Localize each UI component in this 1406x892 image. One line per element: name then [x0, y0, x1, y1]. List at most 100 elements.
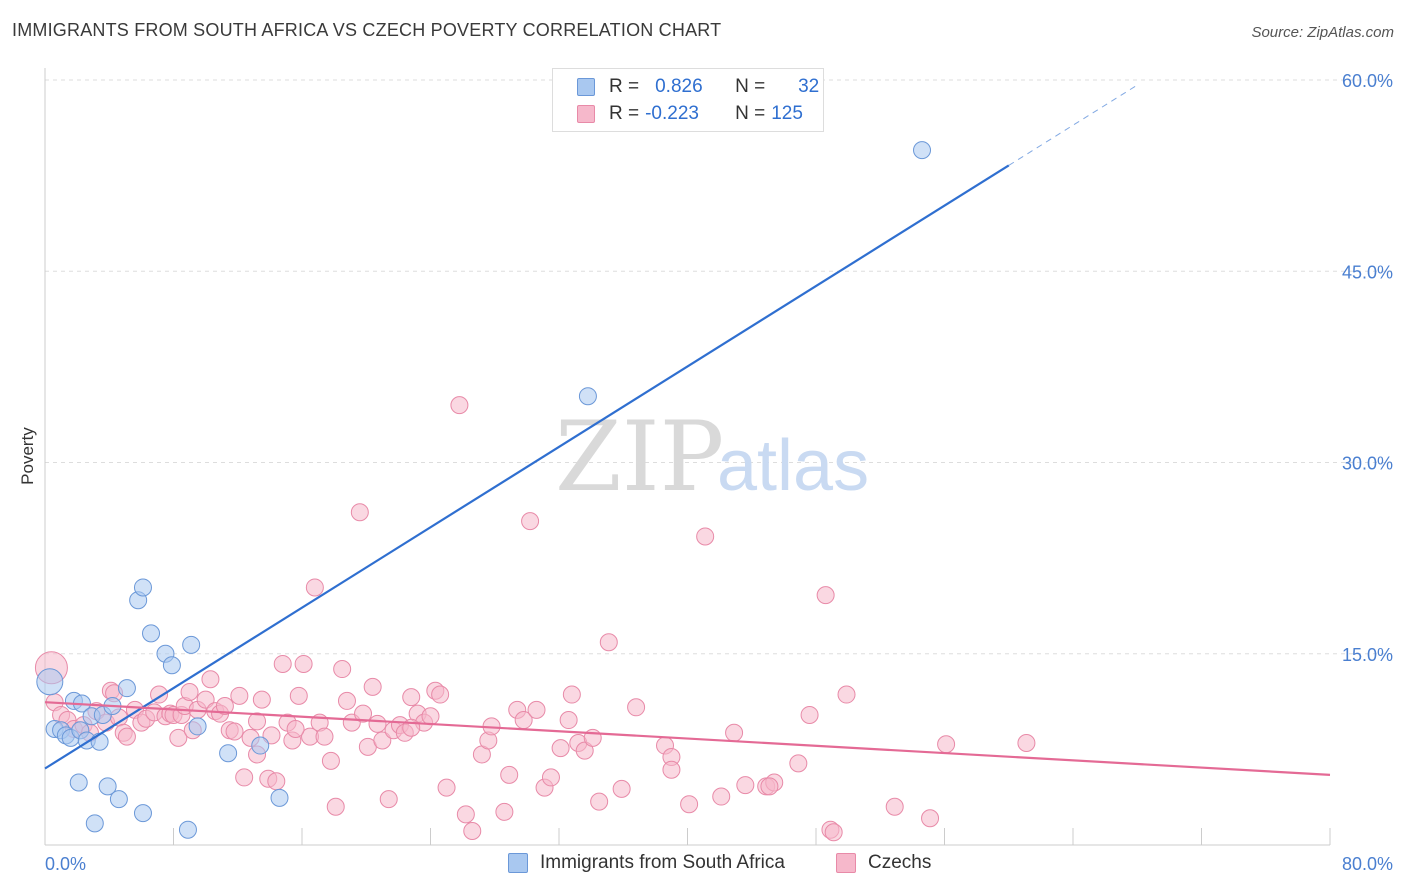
source-label: Source: ZipAtlas.com: [1251, 24, 1394, 41]
south-africa-point: [578, 387, 597, 406]
south-africa-point: [133, 578, 152, 597]
south-africa-point: [913, 141, 932, 160]
czechs-point: [725, 723, 744, 742]
czechs-point: [450, 396, 469, 415]
south-africa-point: [142, 624, 161, 643]
czechs-point: [215, 697, 234, 716]
czechs-point: [463, 821, 482, 840]
south-africa-trend-line: [44, 164, 1010, 770]
y-tick-label: 60.0%: [1342, 71, 1393, 91]
czechs-point: [421, 707, 440, 726]
czechs-point: [590, 792, 609, 811]
czechs-point: [169, 728, 188, 747]
south-africa-trend-extension: [1008, 84, 1138, 166]
series-swatch-blue: [508, 853, 528, 873]
czechs-points: [34, 396, 1036, 842]
legend-r-value: -0.223: [645, 103, 699, 124]
czechs-point: [662, 760, 681, 779]
south-africa-points: [36, 141, 932, 839]
czechs-point: [267, 772, 286, 791]
czechs-point: [789, 754, 808, 773]
legend-row-czechs: R = -0.223 N = 125: [577, 101, 811, 127]
south-africa-point: [98, 777, 117, 796]
watermark-zip: ZIP: [555, 401, 724, 513]
czechs-point: [612, 779, 631, 798]
y-tick-label: 45.0%: [1342, 262, 1393, 282]
czechs-point: [373, 731, 392, 750]
tick-labels: 15.0% 30.0% 45.0% 60.0% 0.0% 80.0%: [45, 71, 1393, 874]
south-africa-point: [36, 668, 64, 696]
czechs-point: [235, 768, 254, 787]
legend-n-label: N =: [735, 103, 766, 124]
czechs-point: [354, 704, 373, 723]
watermark: ZIP atlas: [555, 401, 869, 513]
series-legend-south-africa[interactable]: Immigrants from South Africa: [508, 852, 785, 874]
south-africa-point: [133, 804, 152, 823]
czechs-point: [262, 726, 281, 745]
czechs-point: [289, 686, 308, 705]
czechs-point: [286, 719, 305, 738]
legend-n-value: 32: [798, 76, 820, 97]
czechs-point: [696, 527, 715, 546]
legend-n-label: N =: [735, 76, 766, 97]
series-label-czechs: Czechs: [868, 852, 932, 873]
czechs-point: [551, 739, 570, 758]
czechs-point: [541, 768, 560, 787]
czechs-point: [712, 787, 731, 806]
czechs-point: [196, 690, 215, 709]
series-swatch-pink: [836, 853, 856, 873]
legend-row-south-africa: R = 0.826 N = 32: [577, 74, 819, 100]
czechs-point: [402, 688, 421, 707]
legend-r-value: 0.826: [655, 76, 703, 97]
czechs-point: [837, 685, 856, 704]
czechs-point: [252, 690, 271, 709]
czechs-point: [680, 795, 699, 814]
legend-n-value: 125: [771, 103, 803, 124]
chart-title: IMMIGRANTS FROM SOUTH AFRICA VS CZECH PO…: [12, 20, 722, 40]
legend-r-label: R =: [609, 103, 640, 124]
czechs-point: [562, 685, 581, 704]
czechs-trend-line: [44, 701, 1331, 776]
czechs-point: [575, 741, 594, 760]
czechs-point: [559, 711, 578, 730]
czechs-point: [921, 809, 940, 828]
south-africa-point: [188, 717, 207, 736]
legend-swatch-pink: [577, 105, 595, 123]
south-africa-point: [109, 790, 128, 809]
czechs-point: [363, 677, 382, 696]
czechs-point: [201, 670, 220, 689]
czechs-point: [379, 790, 398, 809]
south-africa-point: [251, 736, 270, 755]
watermark-atlas: atlas: [717, 426, 869, 506]
czechs-point: [824, 823, 843, 842]
czechs-point: [368, 714, 387, 733]
czechs-point: [431, 685, 450, 704]
czechs-point: [350, 503, 369, 522]
czechs-point: [326, 797, 345, 816]
czechs-point: [294, 654, 313, 673]
czechs-point: [230, 686, 249, 705]
series-legend-czechs[interactable]: Czechs: [836, 852, 931, 874]
czechs-point: [180, 683, 199, 701]
czechs-point: [315, 727, 334, 746]
czechs-point: [333, 660, 352, 679]
legend-r-label: R =: [609, 76, 640, 97]
south-africa-point: [90, 732, 109, 751]
czechs-point: [527, 700, 546, 719]
legend-swatch-blue: [577, 78, 595, 96]
czechs-point: [321, 751, 340, 770]
y-tick-label: 15.0%: [1342, 645, 1393, 665]
czechs-point: [437, 778, 456, 797]
czechs-point: [500, 765, 519, 784]
y-tick-label: 30.0%: [1342, 454, 1393, 474]
czechs-point: [273, 654, 292, 673]
south-africa-point: [85, 814, 104, 833]
correlation-legend: R = 0.826 N = 32 R = -0.223 N = 125: [552, 68, 824, 132]
grid-lines: [45, 79, 1392, 655]
czechs-point: [248, 712, 267, 731]
series-legend: Immigrants from South Africa Czechs: [0, 852, 1406, 878]
x-tick-label-min: 0.0%: [45, 854, 86, 874]
south-africa-point: [270, 788, 289, 807]
south-africa-point: [219, 744, 238, 763]
